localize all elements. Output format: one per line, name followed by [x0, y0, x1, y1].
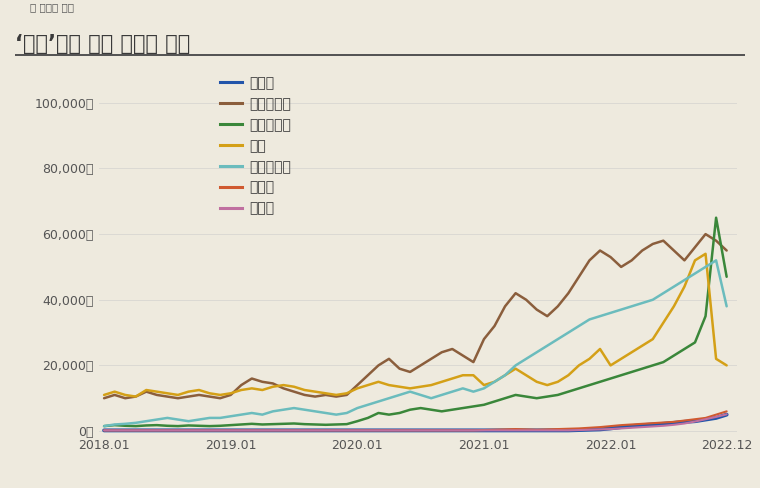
Text: 내 손안에 서울: 내 손안에 서울: [30, 2, 74, 12]
Legend: 오운완, 바디프로필, 미라클모닝, 카공, 스터디카페, 무지출, 엔잡러: 오운완, 바디프로필, 미라클모닝, 카공, 스터디카페, 무지출, 엔잡러: [214, 70, 296, 221]
Text: ‘갓생’관련 단어 언급량 추이: ‘갓생’관련 단어 언급량 추이: [15, 34, 191, 54]
